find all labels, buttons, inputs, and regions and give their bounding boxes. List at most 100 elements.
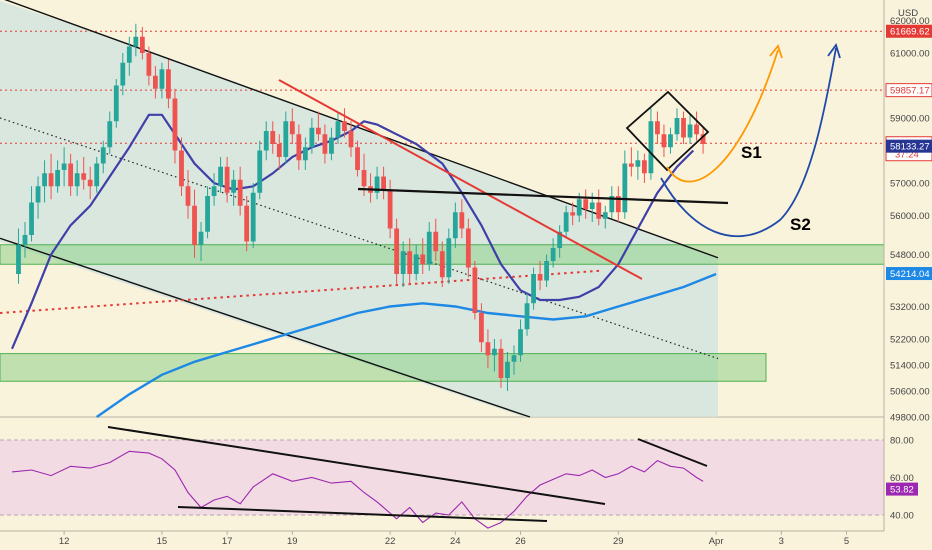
candle-body: [68, 163, 74, 187]
countdown-label: 37:24: [895, 150, 919, 161]
time-tick-label: 5: [844, 536, 849, 547]
price-tick-label: 61000.00: [890, 49, 930, 60]
candle-body: [668, 134, 673, 148]
time-tick-label: Apr: [709, 536, 724, 547]
candle-body: [270, 131, 276, 144]
candle-body: [511, 355, 517, 362]
candle-body: [452, 212, 458, 239]
candle-body: [485, 342, 491, 356]
time-tick-label: 26: [515, 536, 526, 547]
price-tick-label: 52200.00: [890, 335, 930, 346]
rsi-tick-label: 80.00: [890, 436, 914, 447]
candle-body: [198, 231, 204, 245]
candle-body: [276, 144, 282, 157]
candle-body: [159, 69, 165, 89]
price-tag-label: 54214.04: [890, 269, 930, 280]
candle-body: [615, 196, 621, 213]
candle-body: [120, 62, 126, 86]
candle-body: [355, 147, 360, 170]
candle-body: [394, 228, 400, 274]
candle-body: [674, 118, 680, 135]
candle-body: [322, 134, 328, 154]
candle-body: [446, 238, 452, 278]
price-tick-label: 62000.00: [890, 16, 930, 27]
candle-body: [231, 179, 237, 193]
candle-body: [192, 205, 197, 245]
candle-body: [283, 121, 289, 157]
time-tick-label: 17: [222, 536, 233, 547]
candle-body: [531, 274, 536, 304]
price-tick-label: 56000.00: [890, 211, 930, 222]
candle-body: [35, 186, 41, 203]
candle-body: [557, 231, 563, 248]
candle-body: [700, 134, 706, 144]
candle-body: [544, 261, 549, 281]
projection-s2-path: [660, 47, 837, 238]
candle-body: [472, 267, 478, 313]
candle-body: [628, 163, 634, 167]
candle-body: [609, 196, 615, 213]
candle-body: [22, 235, 28, 245]
rsi-tag: [886, 482, 918, 496]
candle-body: [61, 163, 67, 170]
price-tag-label: 59857.17: [890, 86, 930, 97]
price-tick-label: 54800.00: [890, 250, 930, 261]
price-tick-label: 49800.00: [890, 413, 930, 424]
candle-body: [648, 121, 654, 174]
candle-body: [29, 202, 34, 235]
projection-s2-arrow: [827, 43, 841, 59]
candle-body: [309, 127, 315, 148]
candle-body: [583, 199, 589, 209]
candle-body: [94, 163, 100, 187]
candle-body: [420, 254, 426, 265]
s2-label: S2: [790, 215, 811, 234]
candle-body: [48, 173, 54, 187]
candle-body: [211, 186, 217, 196]
candle-body: [694, 124, 699, 135]
candle-body: [381, 176, 386, 190]
diamond-pattern: [625, 90, 710, 172]
rsi-recent-trendline: [637, 438, 708, 467]
candle-body: [537, 274, 543, 281]
candle-body: [224, 166, 230, 193]
candle-body: [263, 131, 269, 151]
candle-body: [498, 348, 504, 378]
candle-body: [622, 163, 628, 213]
candle-body: [576, 199, 582, 216]
candle-body: [257, 150, 263, 193]
candle-body: [113, 85, 119, 122]
price-tick-label: 59000.00: [890, 114, 930, 125]
candle-body: [655, 121, 660, 135]
candle-body: [250, 192, 256, 242]
rsi-tick-label: 60.00: [890, 473, 914, 484]
time-tick-label: 12: [59, 536, 70, 547]
channel-midline: [0, 117, 719, 360]
candle-body: [361, 170, 367, 187]
price-tick-label: 50600.00: [890, 387, 930, 398]
candle-body: [687, 124, 693, 138]
candle-body: [524, 303, 530, 330]
price-tick-label: 53200.00: [890, 302, 930, 313]
candle-body: [589, 202, 595, 209]
candle-body: [413, 254, 419, 274]
candle-body: [302, 147, 308, 161]
candle-body: [81, 173, 87, 180]
candle-body: [465, 228, 471, 268]
candle-body: [139, 36, 145, 53]
candle-body: [172, 98, 178, 151]
candle-body: [439, 251, 445, 278]
time-tick-label: 29: [613, 536, 624, 547]
moving-average-long: [96, 272, 717, 418]
rsi-line: [11, 450, 704, 529]
red-trendline: [278, 79, 643, 280]
time-tick-label: 3: [779, 536, 784, 547]
candle-body: [596, 202, 602, 219]
channel-fill: [0, 1, 718, 417]
candle-body: [185, 186, 191, 206]
candle-body: [570, 212, 576, 216]
candle-body: [133, 36, 139, 47]
time-tick-label: 22: [385, 536, 396, 547]
time-axis-background: [0, 531, 884, 550]
candle-body: [661, 134, 667, 148]
